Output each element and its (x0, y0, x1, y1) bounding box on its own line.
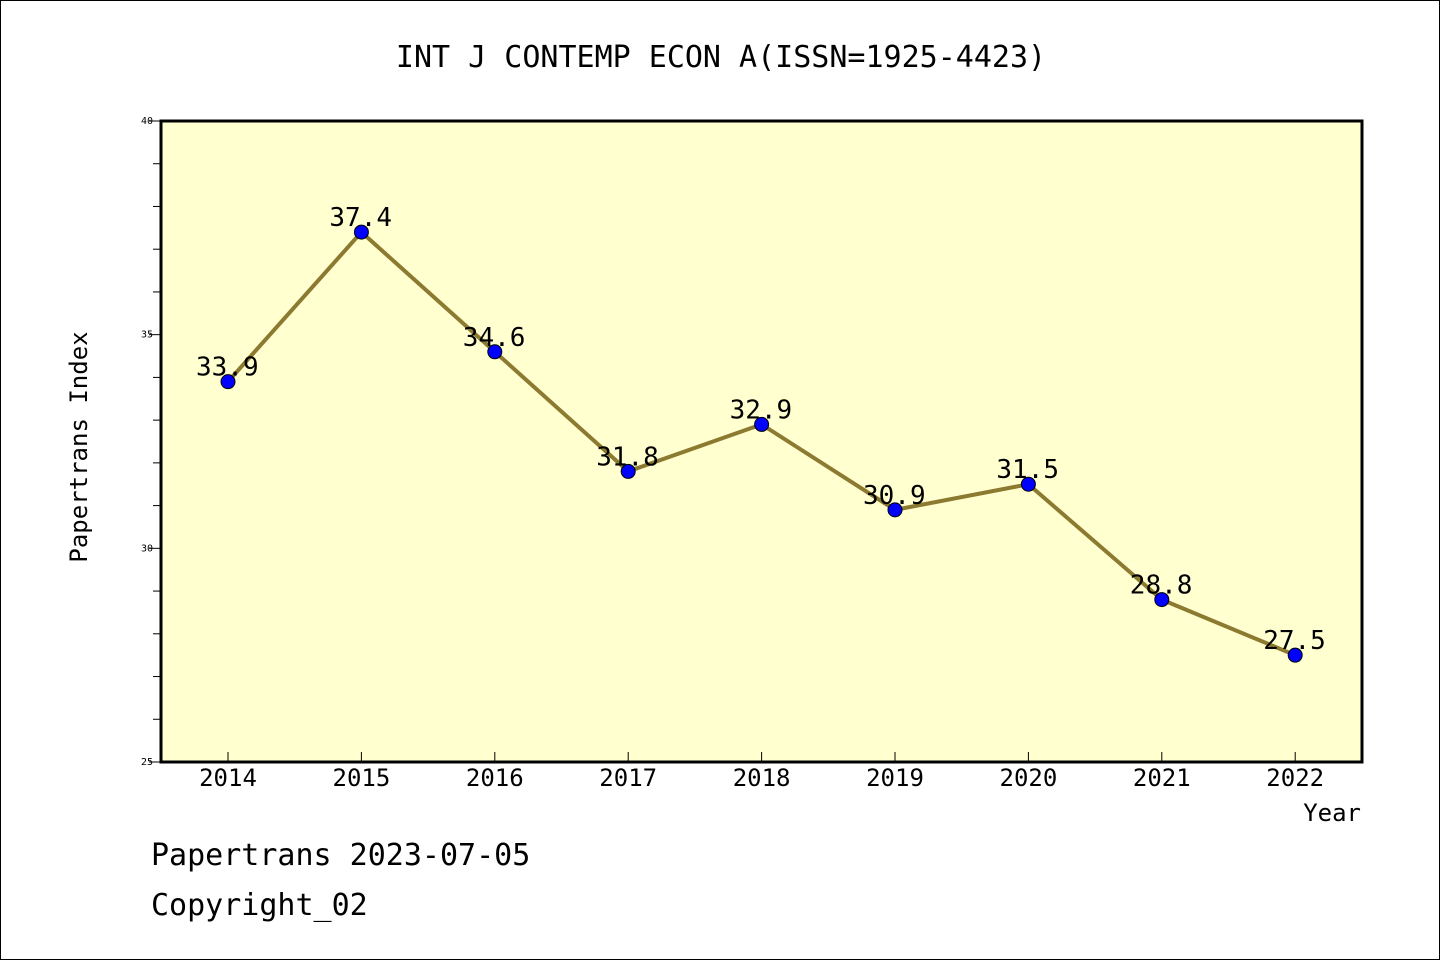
x-tick-label: 2021 (1133, 764, 1191, 792)
x-tick-label: 2016 (466, 764, 524, 792)
data-label: 34.6 (463, 323, 526, 353)
chart-title: INT J CONTEMP ECON A(ISSN=1925-4423) (396, 40, 1046, 75)
series-layer: 33.9 37.4 34.6 31.8 32.9 30.9 31.5 28.8 27.5 (196, 203, 1326, 663)
data-point (220, 374, 236, 390)
data-label: 32.9 (730, 395, 793, 425)
data-point (353, 224, 369, 240)
y-tick-label: 25 (141, 757, 153, 768)
y-tick-label: 30 (141, 543, 153, 554)
footer-copyright: Copyright_02 (151, 888, 368, 923)
data-point (754, 416, 770, 432)
data-label: 27.5 (1263, 626, 1326, 656)
y-axis-minor-ticks (153, 163, 161, 720)
data-label: 30.9 (863, 481, 926, 511)
data-point (1020, 476, 1036, 492)
x-tick-label: 2017 (599, 764, 657, 792)
data-point (1154, 592, 1170, 608)
data-label: 33.9 (196, 353, 259, 383)
data-label: 37.4 (329, 203, 392, 233)
x-tick-label: 2018 (733, 764, 791, 792)
x-axis-ticks: 2014 2015 2016 2017 2018 2019 2020 2021 2022 (199, 752, 1324, 792)
x-tick-label: 2020 (1000, 764, 1058, 792)
x-tick-label: 2014 (199, 764, 257, 792)
data-label: 31.8 (596, 442, 659, 472)
data-point (487, 344, 503, 360)
data-point (887, 502, 903, 518)
y-tick-label: 40 (141, 116, 153, 127)
x-axis-label: Year (1303, 799, 1361, 827)
data-label: 28.8 (1130, 571, 1193, 601)
y-axis-ticks: 25 30 35 40 (141, 116, 161, 768)
data-point (1287, 647, 1303, 663)
x-tick-label: 2022 (1266, 764, 1324, 792)
footer-date: Papertrans 2023-07-05 (151, 838, 530, 873)
x-tick-label: 2015 (333, 764, 391, 792)
data-point (620, 463, 636, 479)
y-axis-label: Papertrans Index (65, 331, 93, 562)
data-label: 31.5 (996, 455, 1059, 485)
x-tick-label: 2019 (866, 764, 924, 792)
y-tick-label: 35 (141, 330, 153, 341)
